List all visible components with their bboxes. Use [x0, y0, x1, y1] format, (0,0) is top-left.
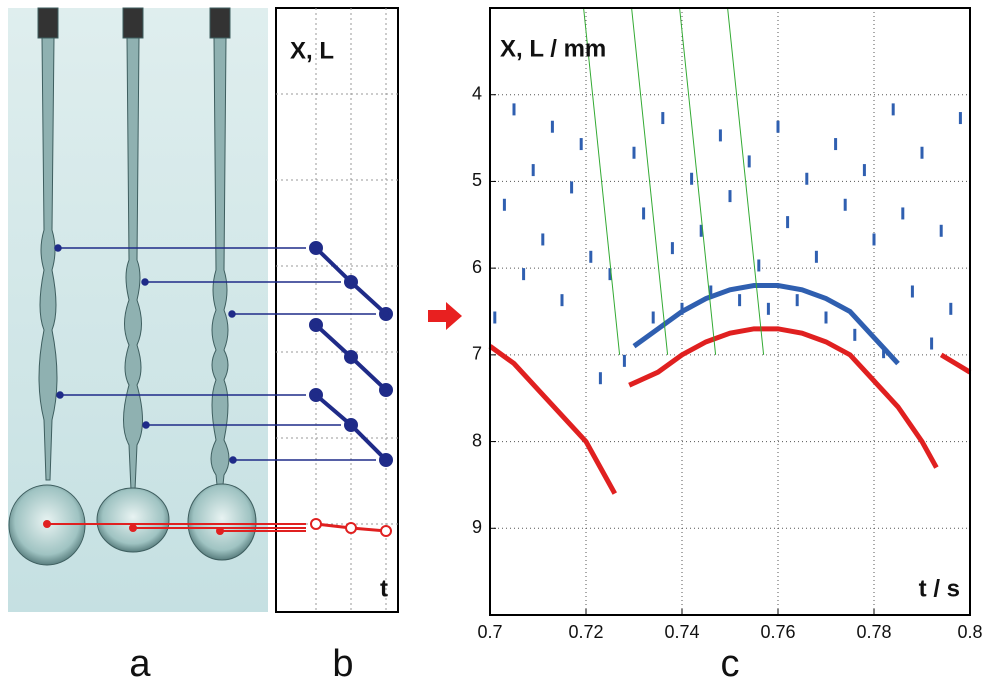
streak: [805, 172, 809, 185]
streak: [522, 268, 526, 281]
streak: [786, 216, 790, 229]
streak: [493, 311, 497, 324]
streak: [824, 311, 828, 324]
streak: [901, 207, 905, 220]
streak: [651, 311, 655, 324]
series-line: [488, 344, 617, 495]
streak: [834, 138, 838, 151]
streak: [560, 294, 564, 307]
streak: [882, 346, 886, 359]
streak: [747, 155, 751, 168]
streak: [853, 328, 857, 341]
y-tick-label: 5: [472, 170, 482, 190]
streak: [541, 233, 545, 246]
x-tick-label: 0.8: [957, 622, 982, 642]
x-tick-label: 0.74: [664, 622, 699, 642]
plot-area: [490, 8, 970, 615]
streak: [958, 112, 962, 125]
y-tick-label: 9: [472, 517, 482, 537]
streak: [661, 112, 665, 125]
x-label: t: [380, 575, 388, 602]
streak: [795, 294, 799, 307]
streak: [502, 198, 506, 211]
streak: [738, 294, 742, 307]
streak: [690, 172, 694, 185]
streak: [728, 190, 732, 203]
streak: [862, 164, 866, 177]
x-axis-label: t / s: [919, 575, 960, 602]
x-tick-label: 0.72: [568, 622, 603, 642]
y-tick-label: 8: [472, 430, 482, 450]
streak: [843, 198, 847, 211]
streak: [814, 250, 818, 263]
y-tick-label: 4: [472, 83, 482, 103]
streak: [776, 120, 780, 133]
x-tick-label: 0.78: [856, 622, 891, 642]
y-tick-label: 7: [472, 344, 482, 364]
series-line: [632, 282, 900, 366]
panel-label: b: [332, 643, 353, 685]
streak: [930, 337, 934, 350]
series-line: [631, 7, 669, 355]
plot: 0.7 0.72 0.74 0.76 0.78 0.8 4 5 6 7 8 9 X, L / mm t /…: [472, 7, 983, 642]
series-line: [583, 7, 621, 355]
series-line: [727, 7, 765, 355]
streak: [598, 372, 602, 385]
streak: [699, 224, 703, 237]
panel-label: c: [721, 643, 740, 685]
arrow: [428, 302, 462, 330]
streak: [608, 268, 612, 281]
streak: [632, 146, 636, 159]
streak: [642, 207, 646, 220]
streak: [550, 120, 554, 133]
streak: [920, 146, 924, 159]
streak: [512, 103, 516, 116]
y-axis-label: X, L / mm: [500, 35, 606, 62]
series-line: [679, 7, 717, 355]
streak: [872, 233, 876, 246]
x-tick-label: 0.7: [477, 622, 502, 642]
streak: [709, 285, 713, 298]
y-label: X, L: [290, 37, 334, 64]
plot-frame: [489, 7, 971, 616]
schematic: X, L t: [43, 7, 399, 613]
x-tick-label: 0.76: [760, 622, 795, 642]
streak: [670, 242, 674, 255]
streak: [579, 138, 583, 151]
photo: [8, 7, 268, 612]
panel-label: a: [129, 643, 151, 685]
streak: [718, 129, 722, 142]
streak: [570, 181, 574, 194]
streak: [766, 302, 770, 315]
streak: [531, 164, 535, 177]
streak: [891, 103, 895, 116]
streak: [757, 259, 761, 272]
streak: [949, 302, 953, 315]
streak: [622, 354, 626, 367]
streak: [910, 285, 914, 298]
y-tick-label: 6: [472, 257, 482, 277]
streak: [589, 250, 593, 263]
streak: [939, 224, 943, 237]
series-line: [628, 326, 939, 469]
series-line: [939, 352, 972, 375]
